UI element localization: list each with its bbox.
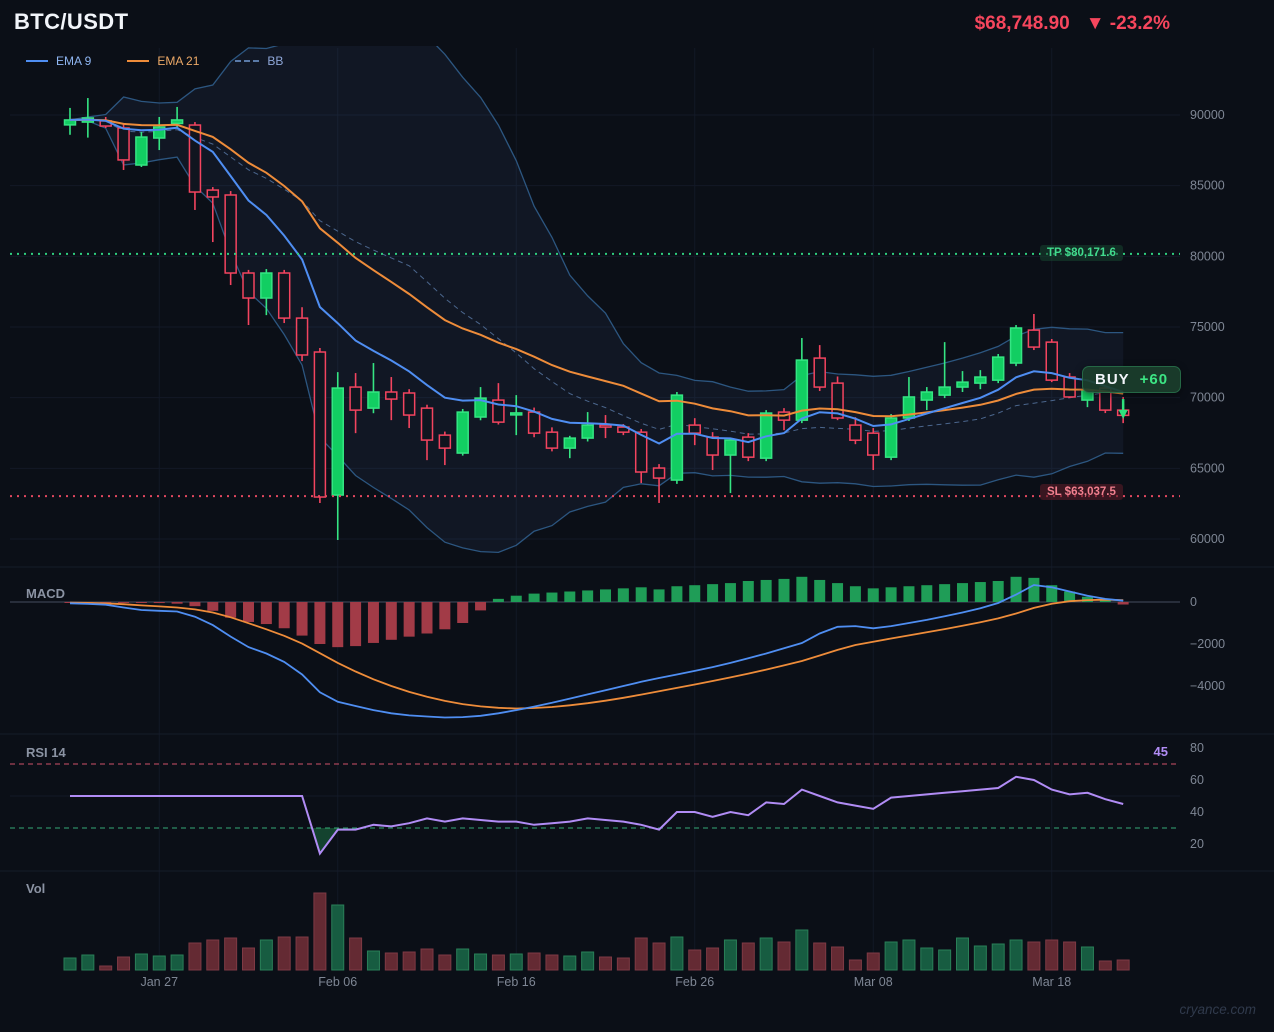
bb-swatch-icon: [235, 60, 260, 62]
take-profit-label: TP $80,171.6: [1040, 245, 1123, 261]
axis-label: Feb 06: [318, 975, 357, 989]
buy-signal-arrow-icon: [1118, 399, 1128, 419]
axis-label: 0: [1190, 595, 1197, 609]
legend-label: EMA 21: [157, 54, 200, 68]
axis-label: 65000: [1190, 461, 1225, 475]
legend-label: BB: [267, 54, 284, 68]
buy-signal-badge: BUY +60: [1082, 366, 1182, 393]
signal-score: +60: [1139, 371, 1169, 388]
axis-label: 60: [1190, 773, 1204, 787]
legend-item-bb[interactable]: BB: [235, 54, 283, 68]
ema9-swatch-icon: [26, 60, 48, 62]
axis-label: Mar 18: [1032, 975, 1071, 989]
ema9-line: [69, 118, 1124, 445]
rsi-panel-label: RSI 14: [26, 745, 66, 760]
watermark: cryance.com: [1179, 1002, 1256, 1017]
ema21-swatch-icon: [127, 60, 150, 62]
macd-histogram: [64, 576, 1129, 648]
vol-panel-label: Vol: [26, 881, 46, 896]
bollinger-middle-line: [69, 118, 1124, 435]
indicator-legend: EMA 9 EMA 21 BB: [26, 54, 283, 68]
rsi-oversold-fill: [70, 828, 1124, 854]
rsi-pane: [10, 763, 1180, 856]
axis-label: Feb 16: [497, 975, 536, 989]
axis-label: −2000: [1190, 637, 1225, 651]
grid-layer: [0, 48, 1274, 970]
price-change: ▼ -23.2%: [1085, 13, 1170, 34]
symbol-title: BTC/USDT: [14, 9, 129, 34]
axis-label: 40: [1190, 805, 1204, 819]
macd-signal-line: [69, 598, 1124, 710]
axis-label: Jan 27: [140, 975, 178, 989]
axis-label: 90000: [1190, 108, 1225, 122]
last-price: $68,748.90: [974, 13, 1070, 34]
macd-line: [69, 584, 1124, 719]
axis-label: Mar 08: [854, 975, 893, 989]
stop-loss-label: SL $63,037.5: [1040, 484, 1123, 500]
axis-labels: 90000 85000 80000 75000 70000 65000 60000 0 −200…: [140, 108, 1225, 989]
macd-panel-label: MACD: [26, 586, 65, 601]
rsi-current-value: 45: [1153, 744, 1168, 759]
axis-label: 60000: [1190, 532, 1225, 546]
axis-label: 80: [1190, 741, 1204, 755]
bollinger-band-fill: [70, 46, 1124, 553]
price-ticker: $68,748.90 ▼ -23.2%: [975, 13, 1170, 35]
axis-label: 80000: [1190, 249, 1225, 263]
axis-label: Feb 26: [675, 975, 714, 989]
axis-label: 75000: [1190, 320, 1225, 334]
signal-side: BUY: [1095, 371, 1130, 388]
axis-label: 70000: [1190, 391, 1225, 405]
rsi-line: [70, 775, 1124, 856]
axis-label: 20: [1190, 837, 1204, 851]
axis-label: 85000: [1190, 179, 1225, 193]
legend-item-ema21[interactable]: EMA 21: [127, 54, 199, 68]
volume-bars: [63, 892, 1130, 971]
axis-label: −4000: [1190, 679, 1225, 693]
macd-pane: [10, 576, 1180, 719]
bollinger-upper-line: [69, 46, 1124, 392]
legend-item-ema9[interactable]: EMA 9: [26, 54, 91, 68]
legend-label: EMA 9: [56, 54, 92, 68]
main-price-pane: [63, 46, 1130, 554]
ema21-line: [69, 118, 1124, 418]
